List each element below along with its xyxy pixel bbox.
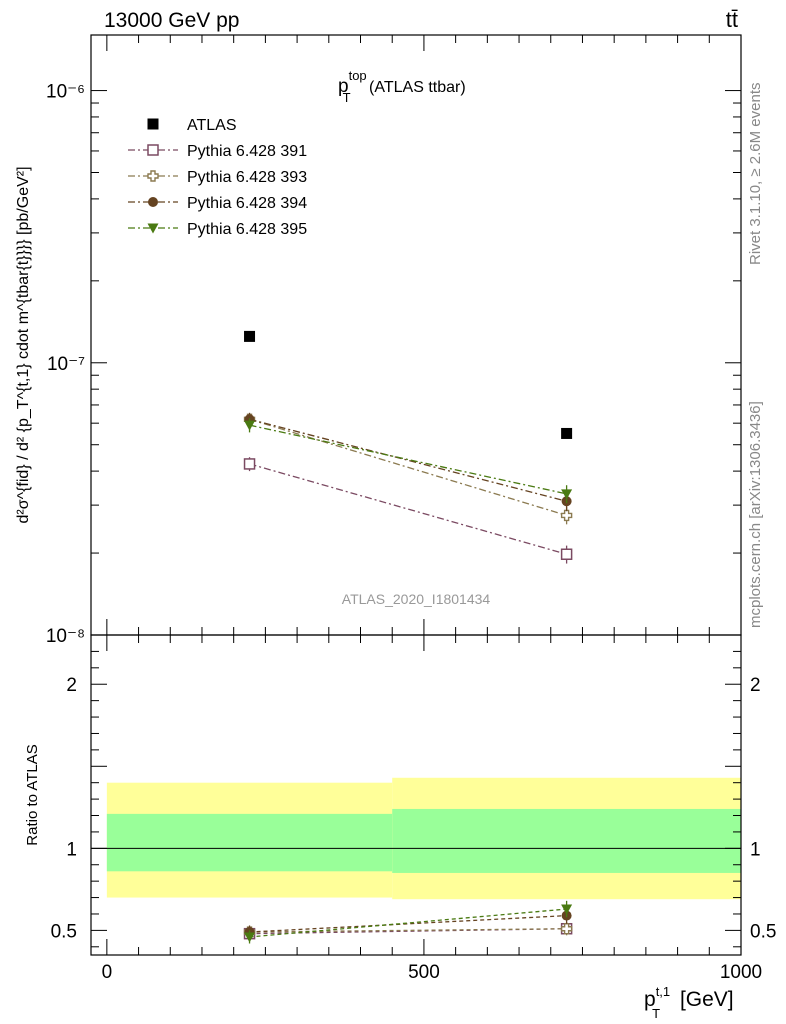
header-final-state: tt̄ <box>726 7 738 32</box>
marker-shape <box>147 144 159 156</box>
uncertainty-band-inner <box>106 813 393 872</box>
legend-marker <box>147 223 159 234</box>
legend-item-pythia-6-428-393: Pythia 6.428 393 <box>128 169 307 186</box>
series-pythia-6-428-395 <box>244 418 573 504</box>
ratio-series-layer <box>243 900 573 944</box>
ratio-point <box>561 904 573 915</box>
ratio-y-tick-label-right: 1 <box>750 839 761 860</box>
legend: ATLAS Pythia 6.428 391 Pythia 6.428 393 Pyt… <box>128 117 307 238</box>
ratio-line <box>249 914 567 933</box>
marker-shape <box>147 170 159 182</box>
ratio-line <box>249 908 567 938</box>
uncertainty-band-inner <box>392 808 741 873</box>
main-y-axis-label: d²σ^{fid} / d² {p_T^{t,1} cdot m^{tbar{t… <box>15 166 32 523</box>
ratio-line <box>249 928 567 935</box>
data-point <box>560 509 573 522</box>
marker-shape <box>148 197 158 207</box>
legend-item-pythia-6-428-391: Pythia 6.428 391 <box>128 143 307 160</box>
x-tick-label: 1000 <box>720 962 762 983</box>
ratio-series-pythia-6-428-395 <box>244 900 573 944</box>
ratio-y-tick-label: 2 <box>66 675 77 696</box>
y-tick-label: 10⁻⁸ <box>46 626 85 647</box>
main-panel: 10⁻⁸ 10⁻⁷ 10⁻⁶ ptop T (ATLAS ttbar) ATLAS_2… <box>15 34 742 647</box>
series-atlas <box>244 330 573 439</box>
legend-item-atlas: ATLAS <box>147 117 237 134</box>
marker-shape <box>244 932 256 943</box>
series-pythia-6-428-394 <box>244 412 572 512</box>
main-plot-title-sup: top <box>349 68 367 83</box>
legend-marker <box>147 144 159 156</box>
series-line <box>249 418 567 517</box>
marker-shape <box>561 427 573 439</box>
marker-shape <box>243 458 256 470</box>
series-line <box>249 463 567 555</box>
legend-item-pythia-6-428-395: Pythia 6.428 395 <box>128 221 307 238</box>
marker-shape <box>560 509 573 522</box>
main-axis-ticks: 10⁻⁸ 10⁻⁷ 10⁻⁶ <box>46 35 742 647</box>
marker-shape <box>561 489 573 500</box>
legend-marker <box>148 197 158 207</box>
y-tick-label: 10⁻⁶ <box>46 82 85 103</box>
legend-marker <box>147 118 159 130</box>
x-axis-label-unit: [GeV] <box>674 988 734 1011</box>
legend-label: ATLAS <box>187 117 237 134</box>
data-point <box>560 548 573 560</box>
legend-label: Pythia 6.428 395 <box>187 221 307 238</box>
main-plot-title: ptop T (ATLAS ttbar) <box>338 68 466 105</box>
legend-label: Pythia 6.428 394 <box>187 195 307 212</box>
ratio-uncertainty-bands <box>106 777 741 900</box>
data-point <box>561 427 573 439</box>
legend-label: Pythia 6.428 393 <box>187 169 307 186</box>
ratio-y-tick-label-right: 0.5 <box>750 921 776 942</box>
series-line <box>249 424 567 495</box>
ratio-panel: 0.5 0.5 1 1 2 2 0 500 1000 Ratio to ATLAS pt,1 T … <box>24 634 776 1021</box>
ratio-y-tick-label: 1 <box>66 839 77 860</box>
analysis-watermark: ATLAS_2020_I1801434 <box>342 591 491 607</box>
ratio-series-pythia-6-428-394 <box>244 907 572 939</box>
main-plot-title-sub: T <box>343 90 351 105</box>
x-tick-label: 500 <box>408 962 440 983</box>
marker-shape <box>147 223 159 234</box>
marker-shape <box>561 904 573 915</box>
data-point <box>244 330 256 342</box>
y-tick-label: 10⁻⁷ <box>47 354 85 375</box>
series-line <box>249 418 567 502</box>
header-process-label: 13000 GeV pp <box>104 9 239 32</box>
series-pythia-6-428-391 <box>243 457 573 564</box>
main-plot-title-symbol: p <box>338 76 349 97</box>
ratio-point <box>560 923 573 935</box>
marker-shape <box>244 330 256 342</box>
data-point <box>243 458 256 470</box>
legend-marker <box>147 170 159 182</box>
x-axis-label-sub: T <box>652 1006 660 1021</box>
main-plot-title-text: (ATLAS ttbar) <box>365 79 466 96</box>
marker-shape <box>560 923 573 935</box>
ratio-panel-frame <box>90 634 742 956</box>
ratio-y-axis-label: Ratio to ATLAS <box>24 744 41 845</box>
x-tick-label: 0 <box>102 962 113 983</box>
mcplots-label: mcplots.cern.ch [arXiv:1306.3436] <box>747 401 764 628</box>
ratio-point <box>244 932 256 943</box>
marker-shape <box>244 420 256 431</box>
ratio-y-tick-label-right: 2 <box>750 675 761 696</box>
legend-item-pythia-6-428-394: Pythia 6.428 394 <box>128 195 307 212</box>
ratio-line <box>249 928 567 933</box>
marker-shape <box>147 118 159 130</box>
x-axis-label-sup: t,1 <box>656 984 670 999</box>
data-point <box>244 420 256 431</box>
ratio-axis-ticks: 0.5 0.5 1 1 2 2 0 500 1000 <box>51 634 776 983</box>
marker-shape <box>560 548 573 560</box>
x-axis-label-symbol: p <box>644 988 656 1011</box>
ratio-y-tick-label: 0.5 <box>51 921 77 942</box>
main-series-layer <box>243 330 573 564</box>
legend-label: Pythia 6.428 391 <box>187 143 307 160</box>
rivet-version-label: Rivet 3.1.10, ≥ 2.6M events <box>747 83 764 266</box>
data-point <box>561 489 573 500</box>
x-axis-label: pt,1 T [GeV] <box>644 984 734 1021</box>
